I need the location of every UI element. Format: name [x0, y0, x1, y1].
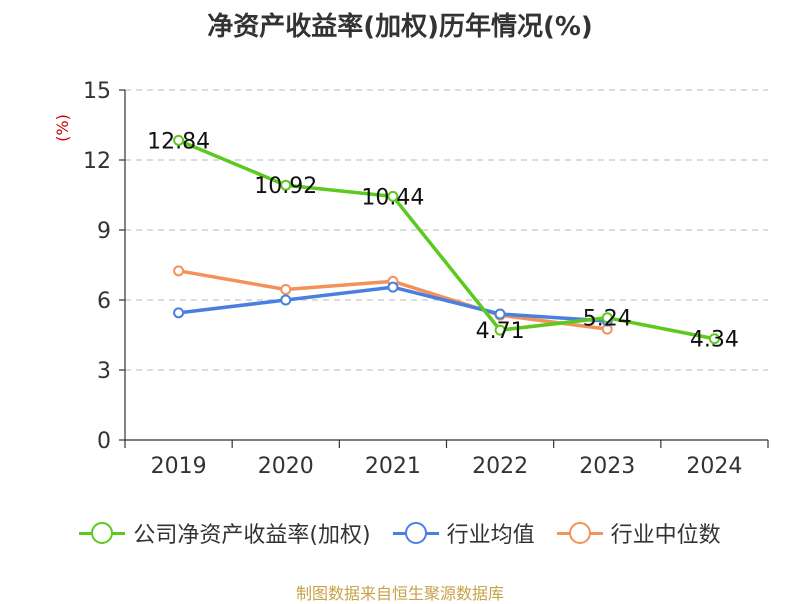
grid-lines — [125, 89, 768, 371]
legend-marker — [91, 522, 114, 544]
y-tick-label: 0 — [97, 429, 111, 454]
x-tick-label: 2022 — [472, 454, 528, 479]
x-tick-label: 2021 — [365, 454, 421, 479]
data-point — [280, 179, 292, 191]
legend: 公司净资产收益率(加权) 行业均值 行业中位数 — [0, 517, 800, 549]
data-point — [494, 324, 506, 336]
data-point — [387, 281, 399, 293]
data-point — [173, 134, 185, 146]
legend-label: 行业中位数 — [610, 523, 721, 548]
data-point — [601, 312, 613, 324]
data-label: 12.84 — [147, 129, 210, 154]
y-axis-unit-label: (%) — [53, 114, 72, 142]
data-point — [708, 333, 720, 345]
data-point — [173, 307, 185, 319]
legend-label: 行业均值 — [446, 523, 535, 548]
series-line — [177, 138, 715, 341]
legend-item-industry-mean[interactable]: 行业均值 — [392, 517, 535, 549]
data-point — [387, 190, 399, 202]
y-tick-label: 9 — [97, 219, 111, 244]
legend-marker — [568, 522, 591, 544]
x-tick-label: 2020 — [258, 454, 314, 479]
x-tick-label: 2023 — [579, 454, 635, 479]
data-labels: 12.84 10.92 10.44 4.71 5.24 4.34 — [147, 129, 739, 352]
x-tick-label: 2024 — [686, 454, 742, 479]
series-layer — [173, 134, 720, 345]
y-tick-label: 15 — [83, 79, 111, 104]
data-label: 5.24 — [583, 307, 632, 332]
source-footer: 制图数据来自恒生聚源数据库 — [295, 584, 504, 603]
data-label: 4.71 — [476, 319, 525, 344]
x-tick-label: 2019 — [151, 454, 207, 479]
axes: 0 3 6 9 12 15 2019 2020 2021 2022 2023 2024 (%) — [53, 79, 769, 479]
data-label: 10.44 — [361, 185, 424, 210]
data-label: 4.34 — [690, 328, 739, 353]
data-label: 10.92 — [254, 174, 317, 199]
legend-line-circle-icon — [556, 521, 603, 545]
data-point — [280, 294, 292, 306]
legend-item-company-roe[interactable]: 公司净资产收益率(加权) — [79, 517, 371, 549]
legend-label: 公司净资产收益率(加权) — [133, 523, 371, 548]
chart-title: 净资产收益率(加权)历年情况(%) — [207, 12, 593, 42]
data-point — [280, 284, 292, 295]
legend-item-industry-median[interactable]: 行业中位数 — [556, 517, 721, 549]
y-tick-label: 6 — [97, 289, 111, 314]
y-tick-label: 3 — [97, 359, 111, 384]
data-point — [494, 308, 506, 320]
data-point — [173, 265, 185, 277]
legend-line-circle-icon — [79, 521, 126, 545]
legend-marker — [404, 522, 427, 544]
legend-line-circle-icon — [392, 521, 439, 545]
y-tick-label: 12 — [83, 149, 111, 174]
